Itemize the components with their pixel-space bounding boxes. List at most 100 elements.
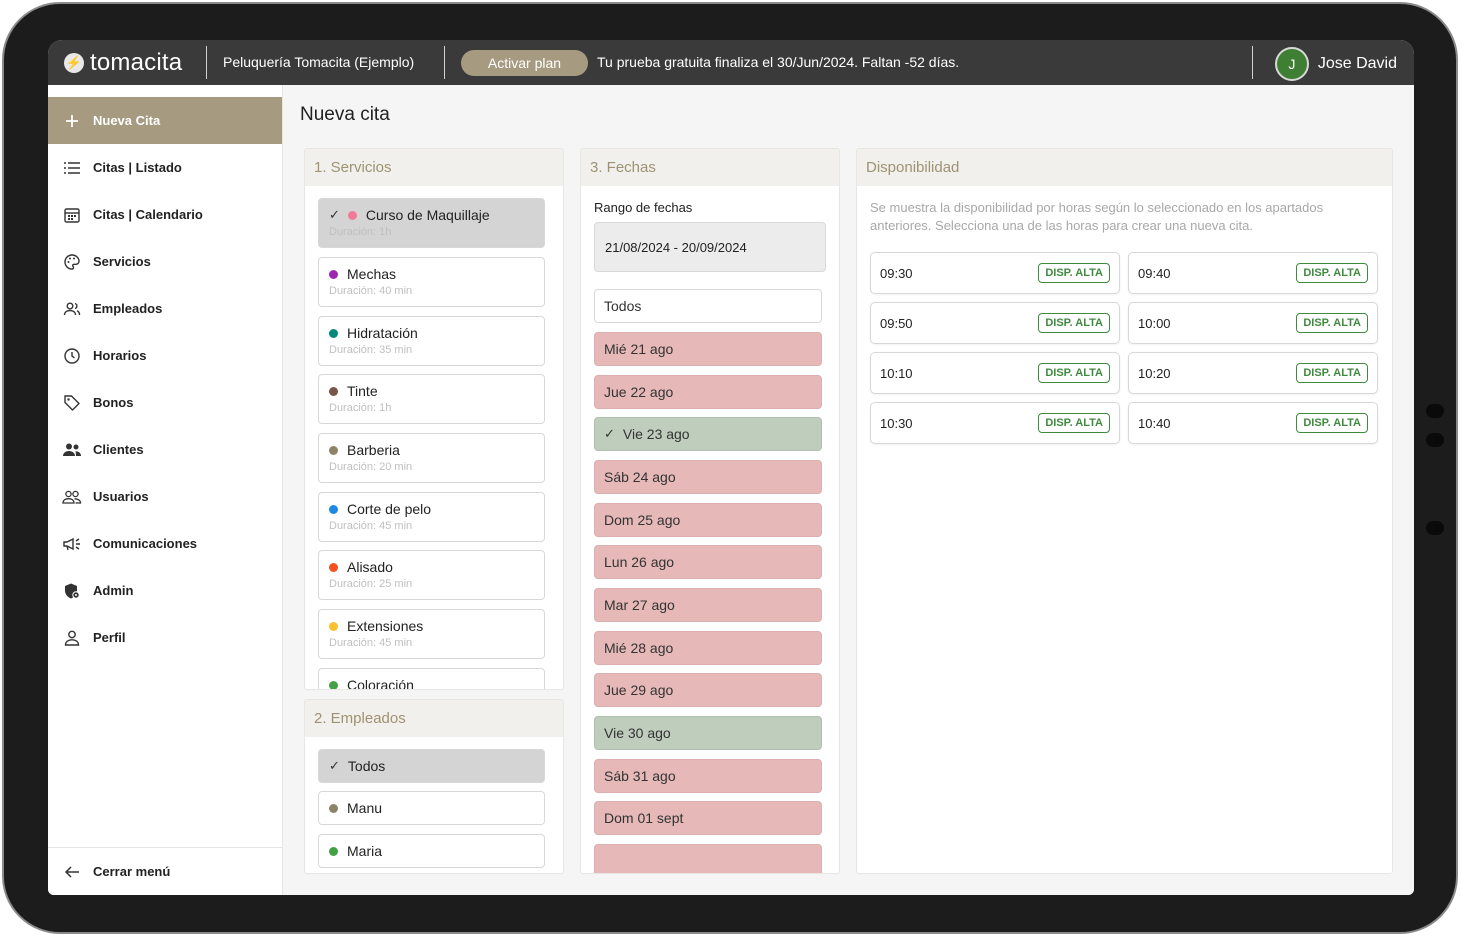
time-slot[interactable]: 10:20 DISP. ALTA <box>1128 352 1378 394</box>
sidebar-item-citas-listado[interactable]: Citas | Listado <box>48 144 282 191</box>
sidebar-item-empleados[interactable]: Empleados <box>48 285 282 332</box>
device-sensor <box>1426 521 1444 535</box>
availability-description: Se muestra la disponibilidad por horas s… <box>870 200 1324 233</box>
time-slot[interactable]: 09:50 DISP. ALTA <box>870 302 1120 344</box>
divider <box>206 46 207 79</box>
service-item[interactable]: Mechas Duración: 40 min <box>318 257 545 307</box>
day-item[interactable]: Jue 22 ago <box>594 375 822 409</box>
business-name: Peluquería Tomacita (Ejemplo) <box>223 54 415 70</box>
day-all-option[interactable]: Todos <box>594 289 822 323</box>
day-item[interactable]: Dom 01 sept <box>594 801 822 835</box>
close-menu-button[interactable]: Cerrar menú <box>48 848 282 895</box>
day-item-partial[interactable] <box>594 844 822 873</box>
availability-badge: DISP. ALTA <box>1296 413 1368 433</box>
day-item[interactable]: Mié 21 ago <box>594 332 822 366</box>
sidebar-item-usuarios[interactable]: Usuarios <box>48 473 282 520</box>
service-item[interactable]: Corte de pelo Duración: 45 min <box>318 492 545 542</box>
clock-icon <box>62 346 82 366</box>
day-item[interactable]: Vie 30 ago <box>594 716 822 750</box>
time-slot[interactable]: 09:30 DISP. ALTA <box>870 252 1120 294</box>
date-range-input[interactable]: 21/08/2024 - 20/09/2024 <box>594 222 826 272</box>
people-icon <box>62 299 82 319</box>
sidebar-item-label: Usuarios <box>93 489 149 504</box>
day-label: Dom 01 sept <box>604 810 684 826</box>
availability-panel: Disponibilidad Se muestra la disponibili… <box>856 148 1393 874</box>
top-bar: ⚡ tomacita Peluquería Tomacita (Ejemplo)… <box>48 40 1414 85</box>
service-name: Extensiones <box>347 618 424 634</box>
services-panel: 1. Servicios ✓ Curso de Maquillaje Duraci… <box>304 148 564 690</box>
service-item[interactable]: Barberia Duración: 20 min <box>318 433 545 483</box>
day-label: Lun 26 ago <box>604 554 675 570</box>
employee-item[interactable]: Manu <box>318 791 545 825</box>
page-title: Nueva cita <box>300 104 390 125</box>
day-item[interactable]: Lun 26 ago <box>594 545 822 579</box>
sidebar-item-label: Empleados <box>93 301 163 316</box>
trial-message: Tu prueba gratuita finaliza el 30/Jun/20… <box>597 54 960 70</box>
availability-heading: Disponibilidad <box>857 149 1392 186</box>
sidebar-item-bonos[interactable]: Bonos <box>48 379 282 426</box>
logo[interactable]: ⚡ tomacita <box>64 49 182 77</box>
sidebar-item-label: Servicios <box>93 254 151 269</box>
time-slot[interactable]: 10:00 DISP. ALTA <box>1128 302 1378 344</box>
service-item[interactable]: Alisado Duración: 25 min <box>318 550 545 600</box>
service-color-dot <box>329 386 338 396</box>
shield-icon <box>62 581 82 601</box>
service-duration: Duración: 45 min <box>329 520 413 532</box>
sidebar-item-label: Horarios <box>93 348 147 363</box>
sidebar-item-label: Citas | Listado <box>93 160 182 175</box>
availability-badge: DISP. ALTA <box>1038 363 1110 383</box>
dates-heading: 3. Fechas <box>581 149 839 186</box>
service-item[interactable]: Coloración <box>318 668 545 690</box>
divider <box>444 46 445 79</box>
user-name: Jose David <box>1317 55 1397 72</box>
service-item[interactable]: ✓ Curso de Maquillaje Duración: 1h <box>318 198 545 248</box>
day-item[interactable]: Dom 25 ago <box>594 503 822 537</box>
service-color-dot <box>329 562 338 572</box>
service-color-dot <box>329 621 338 631</box>
time-slot[interactable]: 09:40 DISP. ALTA <box>1128 252 1378 294</box>
availability-badge: DISP. ALTA <box>1296 263 1368 283</box>
day-label: Dom 25 ago <box>604 512 681 528</box>
sidebar-item-clientes[interactable]: Clientes <box>48 426 282 473</box>
sidebar-item-label: Nueva Cita <box>93 113 161 128</box>
employee-item[interactable]: ✓ Todos <box>318 749 545 783</box>
main-content: Nueva cita 1. Servicios ✓ Curso de Maquil… <box>283 85 1414 895</box>
availability-badge: DISP. ALTA <box>1038 263 1110 283</box>
day-item[interactable]: Sáb 31 ago <box>594 759 822 793</box>
day-item[interactable]: Mié 28 ago <box>594 631 822 665</box>
service-item[interactable]: Hidratación Duración: 35 min <box>318 316 545 366</box>
day-item[interactable]: Sáb 24 ago <box>594 460 822 494</box>
service-color-dot <box>329 504 338 514</box>
sidebar-item-nueva-cita[interactable]: Nueva Cita <box>48 97 282 144</box>
time-slot[interactable]: 10:10 DISP. ALTA <box>870 352 1120 394</box>
user-menu[interactable]: J Jose David <box>1274 47 1397 81</box>
sidebar-item-label: Admin <box>93 583 134 598</box>
sidebar-item-citas-calendario[interactable]: Citas | Calendario <box>48 191 282 238</box>
service-duration: Duración: 1h <box>329 402 392 414</box>
service-name: Coloración <box>347 677 414 690</box>
service-item[interactable]: Extensiones Duración: 45 min <box>318 609 545 659</box>
sidebar-item-perfil[interactable]: Perfil <box>48 614 282 661</box>
sidebar-item-admin[interactable]: Admin <box>48 567 282 614</box>
slot-time: 10:10 <box>880 365 913 381</box>
service-item[interactable]: Tinte Duración: 1h <box>318 374 545 424</box>
day-item[interactable]: ✓ Vie 23 ago <box>594 417 822 451</box>
employee-item[interactable]: Maria <box>318 834 545 868</box>
sidebar-item-comunicaciones[interactable]: Comunicaciones <box>48 520 282 567</box>
day-item[interactable]: Jue 29 ago <box>594 673 822 707</box>
time-slot[interactable]: 10:30 DISP. ALTA <box>870 402 1120 444</box>
slot-time: 09:30 <box>880 265 913 281</box>
service-color-dot <box>329 328 338 338</box>
slot-time: 10:20 <box>1138 365 1171 381</box>
time-slot[interactable]: 10:40 DISP. ALTA <box>1128 402 1378 444</box>
plus-icon <box>62 111 82 131</box>
activate-plan-button[interactable]: Activar plan <box>461 50 588 76</box>
sidebar-item-horarios[interactable]: Horarios <box>48 332 282 379</box>
users-icon <box>62 487 82 507</box>
sidebar-item-servicios[interactable]: Servicios <box>48 238 282 285</box>
group-icon <box>62 440 82 460</box>
day-label: Mar 27 ago <box>604 597 675 613</box>
day-item[interactable]: Mar 27 ago <box>594 588 822 622</box>
list-icon <box>62 158 82 178</box>
slot-time: 09:50 <box>880 315 913 331</box>
